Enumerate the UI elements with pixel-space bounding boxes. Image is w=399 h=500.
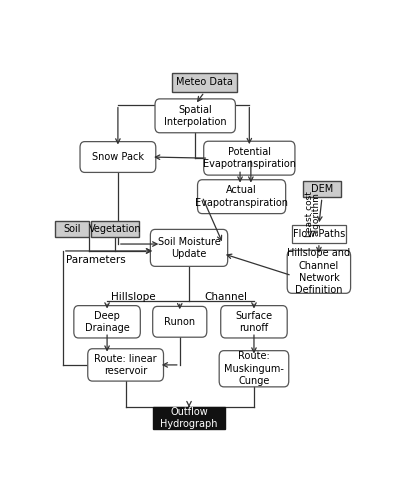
FancyBboxPatch shape xyxy=(155,99,235,133)
FancyBboxPatch shape xyxy=(88,349,164,381)
Text: Parameters: Parameters xyxy=(66,255,126,265)
Text: Soil: Soil xyxy=(63,224,81,234)
FancyBboxPatch shape xyxy=(172,72,237,92)
Text: Route: linear
reservoir: Route: linear reservoir xyxy=(94,354,157,376)
FancyBboxPatch shape xyxy=(287,250,351,294)
FancyBboxPatch shape xyxy=(55,220,89,236)
Text: Soil Moisture
Update: Soil Moisture Update xyxy=(158,236,220,259)
Text: Spatial
Interpolation: Spatial Interpolation xyxy=(164,104,227,127)
Text: Outflow
Hydrograph: Outflow Hydrograph xyxy=(160,407,218,429)
Text: Meteo Data: Meteo Data xyxy=(176,78,233,88)
FancyBboxPatch shape xyxy=(292,225,346,243)
FancyBboxPatch shape xyxy=(74,306,140,338)
Text: Vegetation: Vegetation xyxy=(89,224,141,234)
FancyBboxPatch shape xyxy=(198,180,286,214)
Text: Deep
Drainage: Deep Drainage xyxy=(85,310,129,333)
Text: Least cost: Least cost xyxy=(305,191,314,237)
FancyBboxPatch shape xyxy=(219,350,289,387)
Text: Surface
runoff: Surface runoff xyxy=(235,310,273,333)
FancyBboxPatch shape xyxy=(221,306,287,338)
FancyBboxPatch shape xyxy=(91,220,139,236)
Text: Runon: Runon xyxy=(164,317,196,327)
Text: Actual
Evapotranspiration: Actual Evapotranspiration xyxy=(195,186,288,208)
Text: DEM: DEM xyxy=(311,184,333,194)
FancyBboxPatch shape xyxy=(153,306,207,337)
Text: Channel: Channel xyxy=(205,292,248,302)
FancyBboxPatch shape xyxy=(154,408,225,429)
FancyBboxPatch shape xyxy=(80,142,156,172)
Text: Hillslope: Hillslope xyxy=(111,292,156,302)
Text: Potential
Evapotranspiration: Potential Evapotranspiration xyxy=(203,147,296,170)
Text: Route:
Muskingum-
Cunge: Route: Muskingum- Cunge xyxy=(224,352,284,386)
Text: Snow Pack: Snow Pack xyxy=(92,152,144,162)
FancyBboxPatch shape xyxy=(204,141,295,175)
Text: Flow Paths: Flow Paths xyxy=(293,229,345,239)
FancyBboxPatch shape xyxy=(304,180,341,198)
FancyBboxPatch shape xyxy=(150,230,228,266)
Text: Hillslope and
Channel
Network
Definition: Hillslope and Channel Network Definition xyxy=(287,248,350,296)
Text: algorithm: algorithm xyxy=(312,192,321,236)
